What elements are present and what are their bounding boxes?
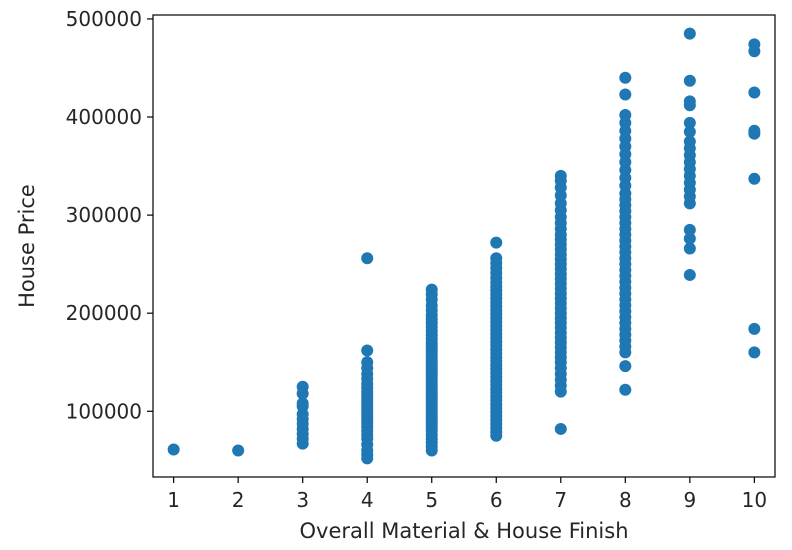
x-tick-label: 10 — [742, 488, 767, 512]
data-point — [619, 88, 632, 101]
data-point — [296, 397, 309, 410]
data-point — [683, 74, 696, 87]
y-tick-label: 100000 — [66, 399, 142, 423]
data-point — [748, 124, 761, 137]
data-point — [619, 360, 632, 373]
data-point — [683, 135, 696, 148]
data-point — [683, 27, 696, 40]
data-point — [748, 38, 761, 51]
data-point — [554, 169, 567, 182]
data-point — [619, 383, 632, 396]
data-point — [683, 268, 696, 281]
y-axis-label: House Price — [15, 184, 39, 308]
y-tick-label: 300000 — [66, 203, 142, 227]
data-point — [683, 242, 696, 255]
data-point — [490, 236, 503, 249]
data-point — [748, 86, 761, 99]
data-point — [425, 283, 438, 296]
data-point — [748, 322, 761, 335]
y-tick-label: 500000 — [66, 7, 142, 31]
y-tick-label: 400000 — [66, 105, 142, 129]
x-tick-label: 3 — [296, 488, 309, 512]
data-point — [361, 252, 374, 265]
data-point — [554, 422, 567, 435]
data-point — [167, 443, 180, 456]
data-point — [683, 125, 696, 138]
data-point — [490, 252, 503, 265]
x-tick-label: 7 — [554, 488, 567, 512]
x-tick-label: 4 — [361, 488, 374, 512]
x-tick-label: 9 — [683, 488, 696, 512]
data-point — [619, 109, 632, 122]
data-point — [683, 223, 696, 236]
y-tick-label: 200000 — [66, 301, 142, 325]
data-point — [683, 232, 696, 245]
data-point — [748, 172, 761, 185]
data-point — [619, 71, 632, 84]
x-axis-label: Overall Material & House Finish — [299, 519, 628, 543]
data-points — [167, 27, 761, 465]
plot-area — [152, 14, 776, 478]
x-tick-label: 8 — [619, 488, 632, 512]
data-point — [683, 116, 696, 129]
x-tick-label: 1 — [167, 488, 180, 512]
x-axis: 1 2 3 4 5 6 7 8 9 10 — [167, 477, 767, 512]
data-point — [361, 344, 374, 357]
y-axis: 100000 200000 300000 400000 500000 — [66, 7, 153, 423]
x-tick-label: 2 — [232, 488, 245, 512]
data-point — [361, 356, 374, 369]
x-tick-label: 5 — [425, 488, 438, 512]
data-point — [232, 444, 245, 457]
x-tick-label: 6 — [490, 488, 503, 512]
data-point — [748, 346, 761, 359]
data-point — [296, 380, 309, 393]
data-point — [683, 95, 696, 108]
